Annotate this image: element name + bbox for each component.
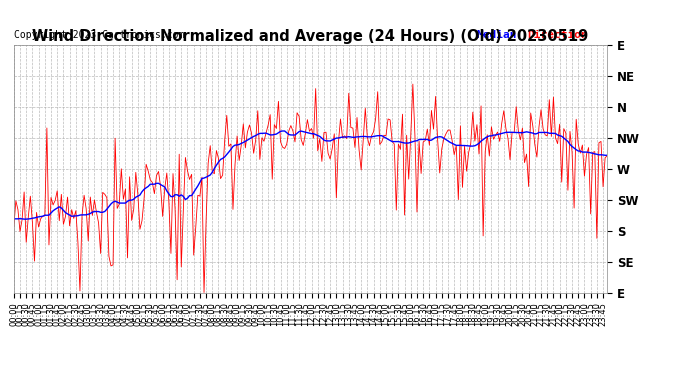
- Text: Direction: Direction: [527, 30, 588, 40]
- Text: Median: Median: [477, 30, 517, 40]
- Text: Copyright 2023 Cartronics.com: Copyright 2023 Cartronics.com: [14, 30, 184, 40]
- Title: Wind Direction Normalized and Average (24 Hours) (Old) 20230519: Wind Direction Normalized and Average (2…: [32, 29, 589, 44]
